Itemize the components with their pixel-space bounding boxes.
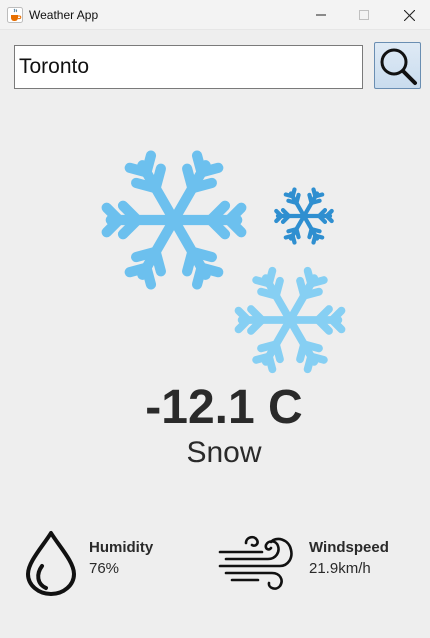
snowflake-large-icon <box>107 155 242 286</box>
wind-icon <box>218 535 293 590</box>
humidity-value: 76% <box>89 560 120 577</box>
maximize-button[interactable] <box>341 0 387 30</box>
minimize-button[interactable] <box>298 0 344 30</box>
humidity-label: Humidity <box>89 539 154 556</box>
windspeed-value: 21.9km/h <box>309 560 371 577</box>
temperature-value: -12.1 C <box>145 381 303 434</box>
minimize-icon <box>316 14 326 16</box>
window-title: Weather App <box>29 8 99 22</box>
city-search-input[interactable] <box>14 45 363 89</box>
snowflake-medium-icon <box>239 270 342 370</box>
windspeed-label: Windspeed <box>309 539 389 556</box>
maximize-icon <box>359 10 369 20</box>
java-cup-icon <box>7 7 23 23</box>
magnifier-icon <box>380 48 417 85</box>
snowflake-small-icon <box>276 189 331 243</box>
weather-condition: Snow <box>186 436 262 469</box>
title-bar: Weather App <box>0 0 430 30</box>
search-button[interactable] <box>374 42 421 89</box>
close-icon <box>403 9 415 21</box>
close-button[interactable] <box>386 0 430 30</box>
droplet-icon <box>26 531 76 596</box>
snow-icon <box>96 150 354 374</box>
